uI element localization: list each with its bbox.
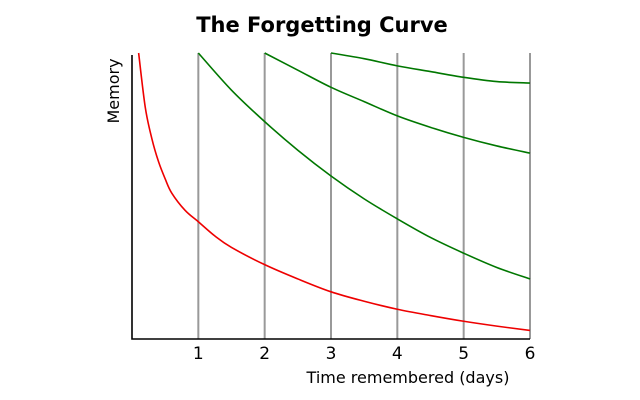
chart-title: The Forgetting Curve — [196, 13, 448, 37]
x-tick-label: 4 — [392, 344, 403, 364]
initial-forgetting-curve — [137, 52, 531, 332]
review-curve-2 — [264, 52, 531, 154]
y-axis-label: Memory — [104, 58, 123, 123]
x-tick-label: 1 — [193, 344, 204, 364]
x-axis-label: Time remembered (days) — [306, 368, 510, 387]
review-curve-1 — [197, 52, 531, 280]
x-tick-label: 5 — [458, 344, 469, 364]
axes — [131, 55, 530, 340]
curves — [137, 52, 531, 332]
vertical-gridlines — [197, 53, 531, 339]
x-tick-label: 2 — [259, 344, 270, 364]
x-tick-labels: 1 2 3 4 5 6 — [193, 344, 535, 364]
review-curve-3 — [330, 52, 531, 84]
x-tick-label: 6 — [525, 344, 536, 364]
x-tick-label: 3 — [326, 344, 337, 364]
